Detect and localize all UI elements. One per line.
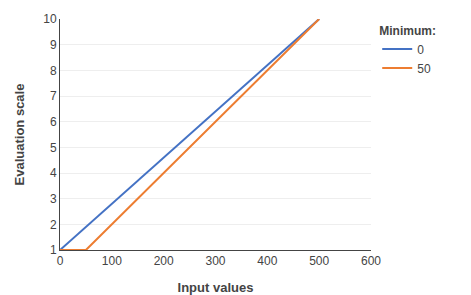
- svg-text:8: 8: [50, 64, 57, 78]
- svg-text:9: 9: [50, 38, 57, 52]
- svg-text:100: 100: [102, 254, 122, 268]
- svg-text:6: 6: [50, 115, 57, 129]
- svg-text:1: 1: [50, 243, 57, 257]
- svg-text:10: 10: [43, 12, 57, 26]
- svg-text:7: 7: [50, 89, 57, 103]
- svg-text:500: 500: [309, 254, 329, 268]
- svg-text:0: 0: [57, 254, 64, 268]
- svg-text:300: 300: [205, 254, 225, 268]
- svg-text:400: 400: [257, 254, 277, 268]
- svg-text:2: 2: [50, 218, 57, 232]
- svg-text:Minimum:: Minimum:: [379, 24, 436, 38]
- svg-text:200: 200: [154, 254, 174, 268]
- svg-text:Evaluation scale: Evaluation scale: [12, 84, 27, 186]
- svg-text:5: 5: [50, 141, 57, 155]
- svg-text:4: 4: [50, 166, 57, 180]
- svg-text:Input values: Input values: [178, 280, 254, 295]
- svg-text:600: 600: [361, 254, 381, 268]
- svg-text:0: 0: [417, 43, 424, 57]
- svg-text:3: 3: [50, 192, 57, 206]
- svg-text:50: 50: [417, 62, 431, 76]
